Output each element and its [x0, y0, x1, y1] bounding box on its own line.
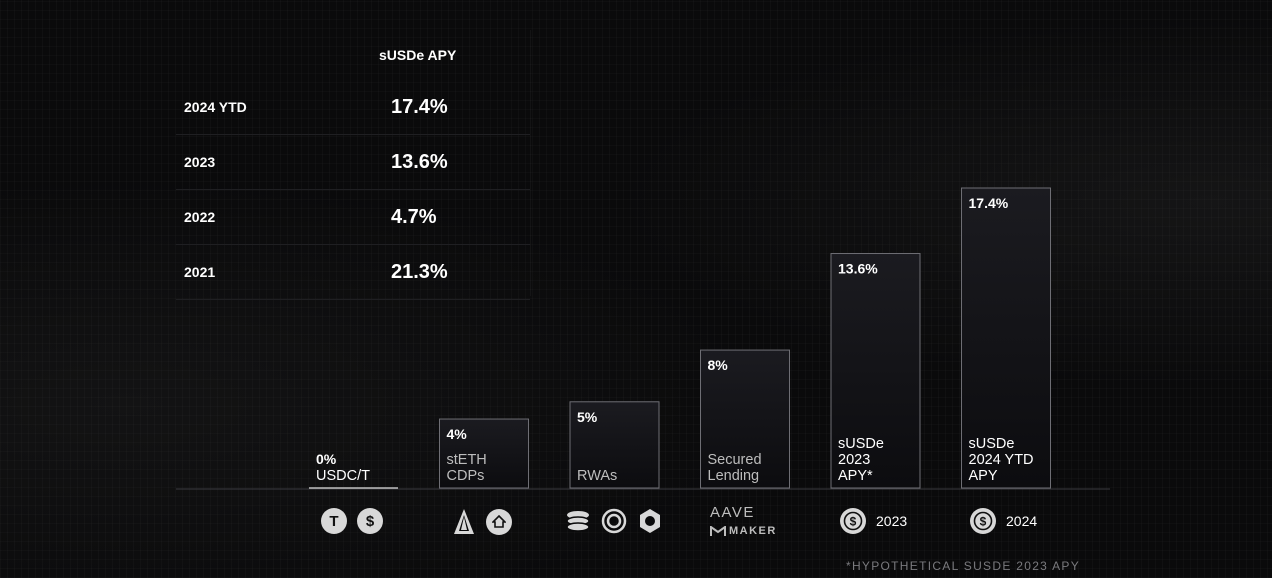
category-label: sUSDe [969, 436, 1015, 452]
tether-icon: T [321, 508, 347, 534]
row-apy: 17.4% [391, 95, 448, 118]
logo-group-usdc-usdt: T $ [321, 508, 383, 534]
table-row: 2024 YTD 17.4% [176, 80, 530, 135]
bar-value-label: 17.4% [969, 195, 1009, 211]
category-label: RWAs [577, 468, 617, 484]
row-apy: 13.6% [391, 150, 448, 173]
logo-group-rwas [565, 508, 663, 534]
category-label: USDC/T [316, 468, 370, 484]
row-year: 2024 YTD [184, 99, 247, 115]
category-label: APY* [838, 468, 873, 484]
svg-text:$: $ [980, 515, 987, 529]
row-year: 2022 [184, 209, 216, 225]
centrifuge-icon [640, 509, 660, 533]
category-label: CDPs [447, 468, 485, 484]
table-row: 2022 4.7% [176, 190, 530, 245]
liquity-icon [486, 509, 512, 535]
bar-2 [569, 401, 660, 489]
ondo-icon [601, 508, 627, 534]
category-label: stETH [447, 452, 487, 468]
category-label: 2023 [838, 452, 870, 468]
row-year: 2023 [184, 154, 216, 170]
category-label: Secured [708, 452, 762, 468]
maker-logo: MAKER [710, 525, 777, 537]
row-apy: 21.3% [391, 260, 448, 283]
svg-text:$: $ [850, 515, 857, 529]
maker-label: MAKER [729, 525, 777, 537]
category-label: APY [969, 468, 998, 484]
bar-1 [439, 418, 529, 489]
maker-icon [710, 525, 726, 536]
logo-year-2023: 2023 [876, 513, 908, 529]
susde-icon: $ [970, 508, 996, 534]
bar-5 [961, 187, 1051, 489]
bar-value-label: 8% [708, 357, 729, 373]
row-year: 2021 [184, 264, 216, 280]
aave-logo: AAVE [710, 504, 755, 521]
logo-group-susde-2024: $ 2024 [970, 508, 1037, 534]
footnote: *HYPOTHETICAL SUSDE 2023 APY [846, 559, 1081, 573]
bar-value-label: 4% [447, 426, 468, 442]
bar-value-label: 5% [577, 409, 598, 425]
usdc-icon: $ [357, 508, 383, 534]
lido-icon [454, 509, 474, 534]
coin-stack-icon [566, 511, 590, 532]
bar-4 [830, 253, 921, 489]
category-label: 2024 YTD [969, 452, 1034, 468]
table-row: 2021 21.3% [176, 245, 530, 300]
table-row: 2023 13.6% [176, 135, 530, 190]
category-label: sUSDe [838, 436, 884, 452]
logo-group-lending: AAVE MAKER [710, 505, 777, 537]
logo-group-steth [452, 508, 512, 536]
bar-value-label: 13.6% [838, 261, 878, 277]
logo-year-2024: 2024 [1006, 513, 1038, 529]
apy-table: sUSDe APY 2024 YTD 17.4% 2023 13.6% 2022… [176, 30, 530, 300]
table-divider [530, 30, 531, 296]
logo-group-susde-2023: $ 2023 [840, 508, 907, 534]
table-header-label: sUSDe APY [379, 47, 457, 63]
susde-icon: $ [840, 508, 866, 534]
bar-3 [700, 349, 790, 489]
category-label: Lending [708, 468, 760, 484]
row-apy: 4.7% [391, 205, 437, 228]
table-header: sUSDe APY [176, 30, 530, 80]
bar-value-label: 0% [316, 451, 337, 467]
